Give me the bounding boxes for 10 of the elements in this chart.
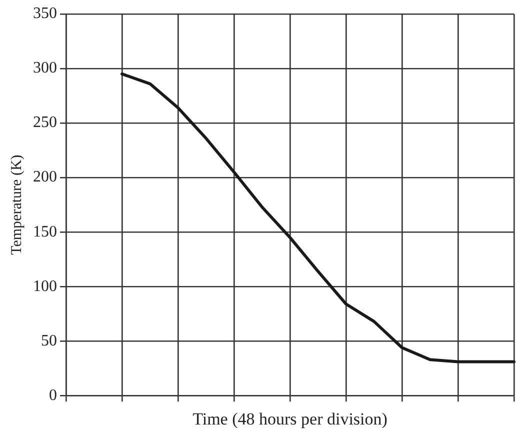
y-tick-label: 100 bbox=[33, 278, 57, 295]
y-tick-label: 50 bbox=[41, 332, 57, 350]
y-tick-label: 200 bbox=[33, 168, 57, 186]
y-tick-label: 300 bbox=[33, 60, 57, 77]
y-tick-label: 350 bbox=[33, 5, 57, 22]
x-axis-title: Time (48 hours per division) bbox=[192, 409, 388, 428]
y-tick-label: 250 bbox=[33, 114, 57, 132]
y-tick-label: 0 bbox=[49, 386, 57, 404]
y-tick-label: 150 bbox=[33, 223, 57, 240]
y-axis-title: Temperature (K) bbox=[8, 154, 25, 255]
